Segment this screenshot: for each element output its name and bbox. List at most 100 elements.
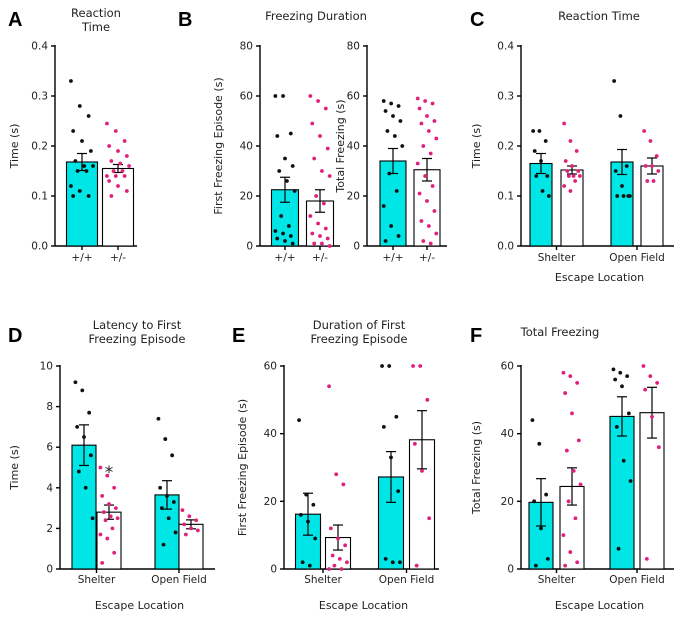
data-point (316, 221, 320, 226)
data-point (540, 189, 545, 193)
data-point (389, 455, 393, 460)
data-point (77, 104, 82, 108)
y-tick-label: 0.1 (31, 191, 48, 203)
data-point (566, 174, 571, 178)
data-point (71, 194, 76, 198)
data-point (545, 556, 550, 561)
data-point (82, 435, 86, 439)
data-point (400, 144, 405, 148)
data-point (532, 499, 537, 504)
y-tick-label: 40 (347, 141, 360, 153)
y-tick-label: 20 (240, 191, 253, 203)
y-tick-label: 8 (46, 401, 53, 413)
panel-label-b: B (178, 9, 192, 31)
data-point (417, 191, 422, 196)
data-point (563, 391, 568, 395)
data-point (389, 224, 394, 228)
data-point (113, 174, 118, 178)
data-point (339, 567, 344, 571)
data-point (434, 136, 439, 141)
data-point (648, 374, 653, 379)
data-point (328, 526, 333, 531)
data-point (534, 174, 539, 178)
y-tick-label: 60 (264, 361, 277, 373)
data-point (641, 364, 646, 368)
data-point (320, 241, 324, 246)
data-point (578, 482, 583, 487)
data-point (612, 79, 617, 83)
data-point (313, 536, 318, 541)
data-point (645, 179, 650, 183)
data-point (86, 114, 91, 118)
data-point (391, 114, 395, 118)
data-point (626, 411, 631, 416)
data-point (290, 241, 295, 246)
data-point (574, 149, 579, 153)
data-point (283, 239, 287, 243)
panel-label-a: A (8, 9, 22, 31)
bar (101, 167, 135, 247)
data-point (430, 101, 435, 106)
chart-title: Total Freezing (520, 325, 600, 339)
data-point (80, 139, 84, 143)
significance-annotation: * (105, 463, 114, 483)
data-point (570, 164, 574, 168)
data-point (116, 149, 120, 153)
data-point (180, 508, 185, 513)
y-tick-label: 60 (347, 91, 360, 103)
data-point (275, 236, 280, 241)
chart-panel-b: Freezing Duration First Freezing Episode … (212, 9, 367, 264)
data-point (563, 159, 568, 163)
data-point (83, 485, 88, 490)
data-point (316, 99, 320, 103)
data-point (396, 234, 401, 238)
chart-title: Latency to First (93, 318, 182, 332)
data-point (98, 465, 103, 470)
chart-title: Reaction (71, 6, 121, 20)
data-point (421, 239, 426, 243)
x-tick-label: Open Field (379, 574, 435, 586)
y-tick-label: 0 (507, 564, 514, 576)
x-tick-label: Open Field (151, 574, 207, 586)
x-tick-label: +/+ (382, 252, 403, 264)
data-point (562, 121, 567, 126)
panel-label-e: E (232, 325, 245, 347)
data-point (127, 164, 131, 168)
y-axis-label: Time (s) (8, 124, 21, 170)
y-tick-label: 60 (501, 361, 514, 373)
data-point (279, 214, 284, 218)
data-point (415, 96, 420, 101)
data-point (571, 468, 576, 473)
x-axis-label: Escape Location (319, 599, 408, 612)
y-tick-label: 0.0 (497, 241, 514, 253)
x-tick-label: Open Field (609, 252, 665, 264)
data-point (288, 234, 293, 238)
data-point (288, 131, 293, 136)
x-axis-label: Escape Location (555, 271, 644, 284)
bar (609, 415, 635, 570)
data-point (545, 174, 550, 178)
data-point (163, 437, 168, 441)
data-point (537, 441, 542, 446)
data-point (381, 425, 386, 429)
data-point (173, 530, 178, 535)
data-point (91, 164, 95, 168)
data-point (650, 164, 654, 168)
data-point (182, 522, 187, 527)
data-point (565, 169, 570, 173)
data-point (337, 556, 342, 561)
data-point (381, 99, 386, 103)
data-point (323, 226, 328, 231)
data-point (323, 106, 328, 111)
data-point (650, 414, 654, 419)
y-tick-label: 0.3 (497, 91, 514, 103)
y-tick-label: 80 (240, 41, 253, 53)
y-tick-label: 0.3 (31, 91, 48, 103)
data-point (107, 179, 112, 183)
data-point (618, 370, 623, 375)
data-point (611, 367, 616, 372)
data-point (387, 364, 392, 368)
data-point (286, 224, 291, 228)
data-point (283, 156, 287, 161)
